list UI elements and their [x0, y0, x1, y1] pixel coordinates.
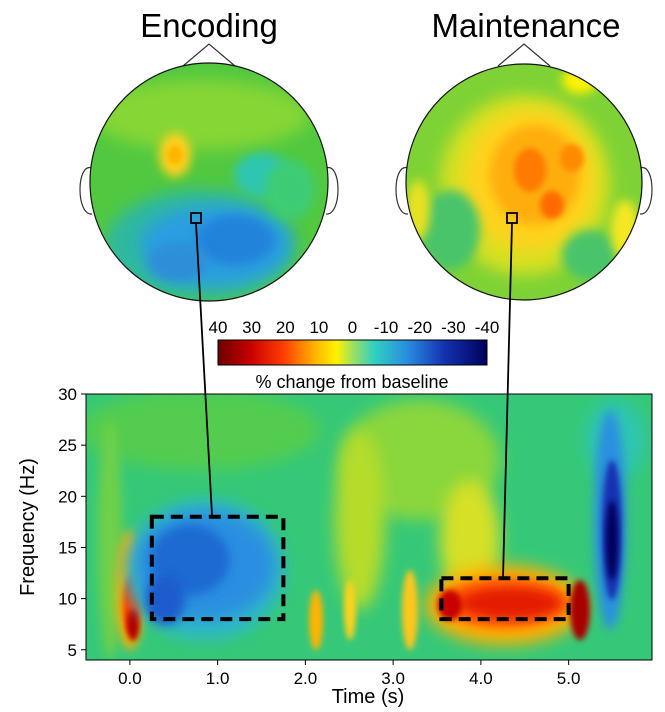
colorbar-tick-label: -10 — [374, 318, 399, 337]
colorbar-tick-label: 10 — [309, 318, 328, 337]
window-box-encoding — [149, 514, 286, 622]
colorbar-tick-label: -40 — [475, 318, 500, 337]
y-tick-label: 10 — [58, 590, 77, 609]
x-tick-label: 0.0 — [118, 669, 142, 688]
y-tick-label: 30 — [58, 385, 77, 404]
colorbar-gradient — [217, 339, 488, 366]
colorbar-tick-label: 30 — [242, 318, 261, 337]
y-tick-label: 15 — [58, 539, 77, 558]
nose-shape — [497, 43, 551, 67]
connector-line-maintenance — [502, 222, 513, 579]
colorbar-tick-label: 20 — [276, 318, 295, 337]
head-outline — [405, 63, 643, 301]
x-tick-label: 3.0 — [381, 669, 405, 688]
topomap-title-maintenance: Maintenance — [432, 7, 621, 44]
right-ear-shape — [325, 167, 339, 215]
left-ear-shape — [395, 167, 409, 215]
window-box-maintenance — [439, 576, 571, 622]
topomap-maintenance — [395, 43, 653, 301]
x-tick-label: 5.0 — [557, 669, 581, 688]
x-tick-label: 4.0 — [469, 669, 493, 688]
topomap-title-encoding: Encoding — [140, 7, 278, 44]
plot-frame — [85, 393, 653, 661]
y-tick-label: 25 — [58, 436, 77, 455]
left-ear-shape — [79, 167, 93, 215]
colorbar-label: % change from baseline — [255, 372, 448, 392]
colorbar-tick-label: 0 — [348, 318, 357, 337]
y-tick-label: 5 — [68, 641, 77, 660]
x-axis-label: Time (s) — [332, 686, 405, 708]
y-axis-label: Frequency (Hz) — [17, 458, 39, 596]
colorbar: 40 30 20 10 0 -10 -20 -30 -40 % change from base… — [209, 318, 500, 392]
colorbar-tick-label: -20 — [408, 318, 433, 337]
x-tick-label: 1.0 — [206, 669, 230, 688]
head-outline — [89, 62, 329, 302]
colorbar-tick-label: -30 — [441, 318, 466, 337]
right-ear-shape — [639, 167, 653, 215]
x-tick-label: 2.0 — [294, 669, 318, 688]
y-tick-label: 20 — [58, 487, 77, 506]
topomap-encoding — [79, 43, 339, 302]
nose-shape — [182, 43, 236, 67]
colorbar-tick-label: 40 — [209, 318, 228, 337]
connector-line-encoding — [195, 222, 213, 516]
